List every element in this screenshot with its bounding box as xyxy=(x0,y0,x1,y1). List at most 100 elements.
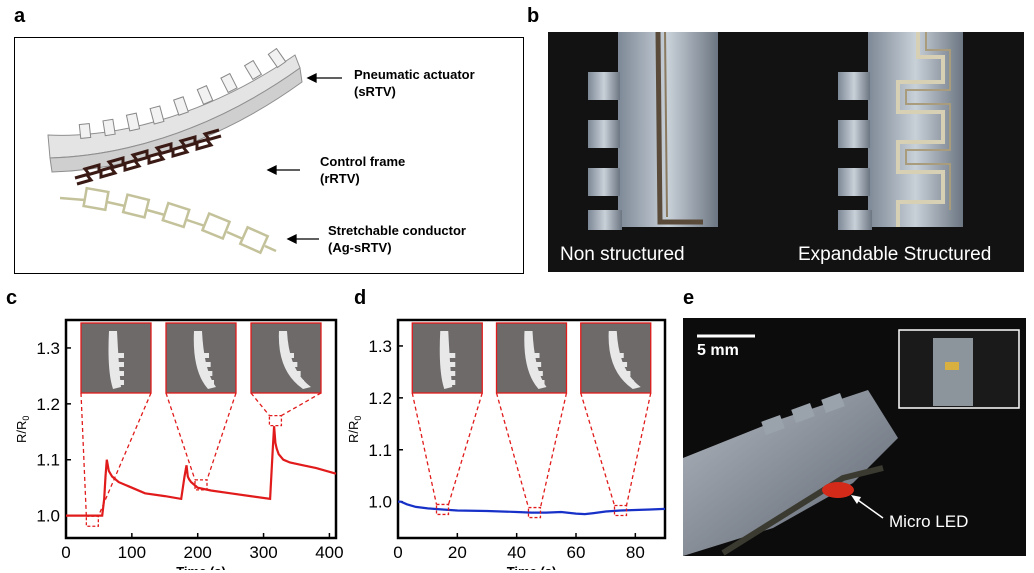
inset-actuator xyxy=(524,331,547,389)
inset-actuator xyxy=(108,331,121,389)
zoom-region xyxy=(613,504,628,517)
zoom-line xyxy=(495,392,530,508)
inset-actuator-rib xyxy=(533,353,540,358)
zoom-region xyxy=(527,506,542,519)
inset-actuator-rib xyxy=(206,371,213,376)
zoom-line xyxy=(539,392,568,508)
inset-actuator-rib xyxy=(538,380,545,385)
x-tick-label: 200 xyxy=(184,543,212,562)
y-axis-label: R/R0 xyxy=(14,416,31,443)
inset-actuator-rib xyxy=(298,380,304,385)
zoom-line xyxy=(250,392,270,417)
inset-actuator-rib xyxy=(627,380,634,385)
label-line: Pneumatic actuator xyxy=(354,67,475,82)
zoom-region xyxy=(194,479,208,491)
inset-actuator-rib xyxy=(449,371,456,376)
pneumatic-actuator-illustration xyxy=(47,47,303,173)
inset-actuator-rib xyxy=(118,353,124,358)
y-tick-label: 1.0 xyxy=(36,507,60,526)
control-frame-illustration xyxy=(74,128,222,186)
y-tick-label: 1.3 xyxy=(368,337,392,356)
stretchable-conductor-illustration xyxy=(59,186,277,255)
panel-e-letter: e xyxy=(683,287,695,309)
zoom-line xyxy=(165,392,196,481)
inset-actuator-rib xyxy=(617,353,624,358)
zoom-line xyxy=(281,392,322,417)
panel-b-photo: Non structured Expandable Structured xyxy=(548,32,1024,272)
chart-c: 0 100 200 300 400 1.0 1.1 1.2 1.3 Time (s) R/R0 xyxy=(14,318,344,570)
inset-actuator-rib xyxy=(294,371,301,376)
inset-actuator-rib xyxy=(118,371,124,376)
y-tick-label: 1.0 xyxy=(368,493,392,512)
chart-d: 0 20 40 60 80 1.0 1.1 1.2 1.3 Time (s) R/R0 xyxy=(346,318,667,570)
label-line: (sRTV) xyxy=(354,84,396,99)
inset-actuator-rib xyxy=(536,371,543,376)
x-tick-label: 400 xyxy=(315,543,343,562)
actuator-photos xyxy=(588,32,963,230)
panel-d-letter: d xyxy=(354,287,367,309)
x-tick-label: 80 xyxy=(626,543,645,562)
y-tick-label: 1.3 xyxy=(36,339,60,358)
panel-a-letter: a xyxy=(14,5,26,27)
x-tick-label: 100 xyxy=(118,543,146,562)
inset-actuator-rib xyxy=(535,362,542,367)
x-tick-label: 0 xyxy=(61,543,70,562)
inset-actuator-rib xyxy=(449,362,456,367)
zoom-line xyxy=(447,392,483,505)
y-tick-label: 1.2 xyxy=(368,389,392,408)
plot-frame xyxy=(64,318,338,540)
inset-actuator-rib xyxy=(208,380,214,385)
x-tick-label: 20 xyxy=(448,543,467,562)
expandable-structured-caption: Expandable Structured xyxy=(798,244,992,265)
x-axis-label: Time (s) xyxy=(176,564,226,570)
label-line: (rRTV) xyxy=(320,171,360,186)
actuator-exploded-diagram xyxy=(47,47,303,255)
inset-actuator-rib xyxy=(624,371,631,376)
plot-frame xyxy=(396,318,667,540)
label-line: (Ag-sRTV) xyxy=(328,240,392,255)
panel-a-frame xyxy=(14,37,524,274)
led-glow xyxy=(822,482,854,498)
y-tick-label: 1.1 xyxy=(368,441,392,460)
x-tick-label: 60 xyxy=(567,543,586,562)
x-tick-label: 0 xyxy=(393,543,402,562)
x-tick-label: 40 xyxy=(507,543,526,562)
inset-actuator xyxy=(439,331,453,389)
inset-actuator-rib xyxy=(449,380,456,385)
series-line xyxy=(66,426,337,517)
panel-c-letter: c xyxy=(6,287,18,309)
inset-actuator-rib xyxy=(118,362,124,367)
pneumatic-actuator-label: Pneumatic actuator (sRTV) xyxy=(354,66,475,100)
zoom-region xyxy=(435,503,450,516)
series-line xyxy=(398,500,666,516)
non-structured-actuator xyxy=(588,32,718,230)
zoom-line xyxy=(80,392,87,517)
x-axis-label: Time (s) xyxy=(507,564,557,570)
stretchable-conductor-label: Stretchable conductor (Ag-sRTV) xyxy=(328,222,466,256)
inset-actuator xyxy=(193,331,216,389)
zoom-line xyxy=(97,392,152,517)
inset-actuator-rib xyxy=(291,362,298,367)
micro-led-label: Micro LED xyxy=(889,512,969,531)
non-structured-caption: Non structured xyxy=(560,244,685,265)
inset-actuator xyxy=(608,331,641,389)
zoom-line xyxy=(580,392,616,506)
expandable-structured-actuator xyxy=(838,32,963,230)
zoom-line xyxy=(625,392,652,506)
label-line: Control frame xyxy=(320,154,406,169)
inset-actuator xyxy=(278,331,311,389)
panel-e-photo: 5 mm Micro LED xyxy=(683,318,1026,556)
inset-actuator-rib xyxy=(203,353,209,358)
panel-b-letter: b xyxy=(527,5,540,27)
inset-actuator-rib xyxy=(449,353,456,358)
y-tick-label: 1.1 xyxy=(36,451,60,470)
micro-led-photo xyxy=(683,329,1020,556)
inset-actuator-rib xyxy=(118,380,124,385)
inset-actuator-rib xyxy=(288,353,294,358)
panel-a-arrows xyxy=(266,72,342,245)
inset-actuator-rib xyxy=(621,362,628,367)
zoom-line xyxy=(411,392,438,505)
zoom-line xyxy=(206,392,237,481)
control-frame-label: Control frame (rRTV) xyxy=(320,153,405,187)
y-tick-label: 1.2 xyxy=(36,395,60,414)
